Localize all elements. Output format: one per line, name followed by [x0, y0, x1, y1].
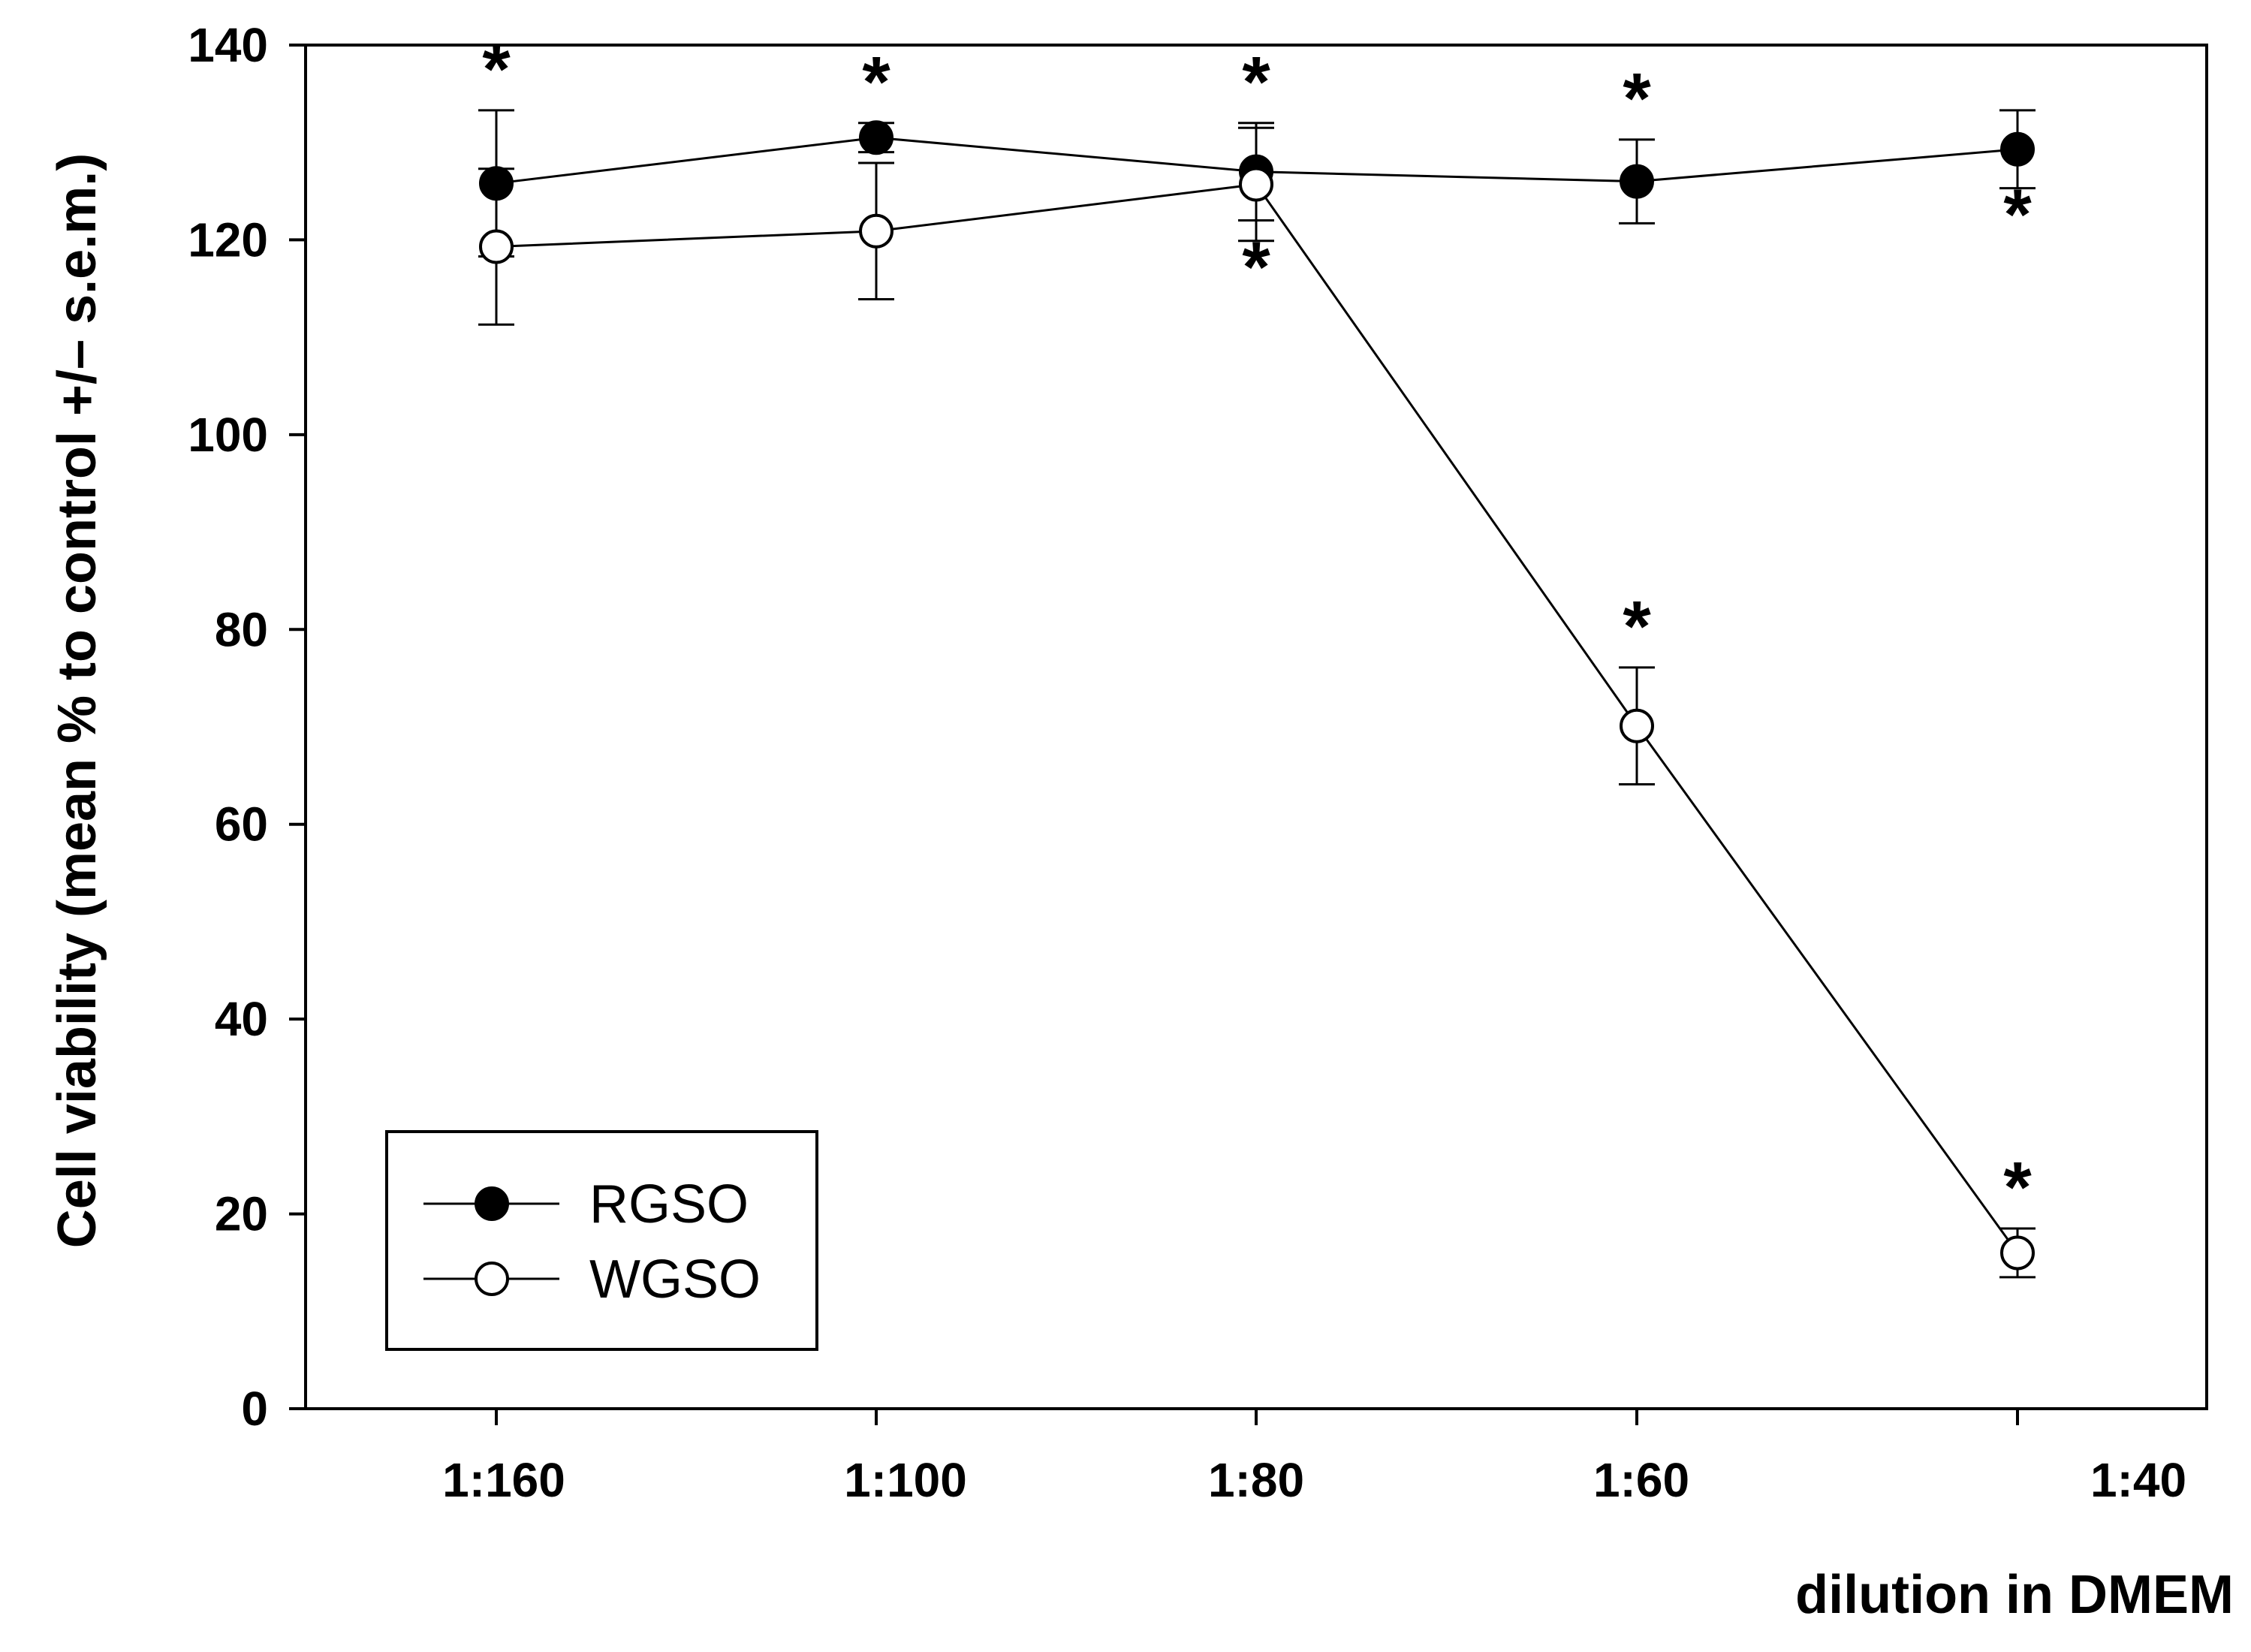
y-tick-label: 40: [215, 992, 268, 1046]
significance-marker: *: [482, 29, 511, 110]
data-point: [1620, 708, 1654, 743]
data-point: [479, 229, 514, 264]
x-tick-label: 1:100: [844, 1453, 967, 1507]
series-wgso: * * *: [478, 126, 2036, 1279]
y-tick-label: 20: [215, 1187, 268, 1241]
y-tick-label: 80: [215, 602, 268, 656]
x-axis-title: dilution in DMEM: [1795, 1565, 2234, 1625]
y-tick-label: 120: [188, 213, 268, 267]
data-point: [859, 120, 893, 155]
x-tick-label: 1:160: [442, 1453, 565, 1507]
legend-item-rgso: RGSO: [423, 1174, 749, 1234]
significance-marker: *: [2003, 175, 2032, 255]
x-tick-label: 1:60: [1593, 1453, 1689, 1507]
significance-marker: *: [1623, 586, 1651, 667]
data-point: [859, 213, 893, 249]
data-point: [1239, 167, 1273, 202]
significance-marker: *: [1623, 59, 1651, 139]
legend-label: WGSO: [589, 1250, 761, 1310]
legend-marker: [475, 1186, 509, 1221]
legend: RGSO WGSO: [385, 1130, 818, 1351]
data-point: [2000, 131, 2035, 167]
x-tick-label: 1:40: [2090, 1453, 2186, 1507]
y-tick-label: 0: [241, 1382, 268, 1436]
y-tick-label: 100: [188, 408, 268, 462]
legend-item-wgso: WGSO: [423, 1250, 761, 1310]
data-point: [2000, 1235, 2035, 1271]
y-tick-label: 140: [188, 18, 268, 72]
x-tick-label: 1:80: [1208, 1453, 1304, 1507]
legend-marker: [475, 1262, 509, 1296]
data-point: [1620, 164, 1654, 199]
y-tick-label: 60: [215, 797, 268, 852]
series-line: [496, 182, 2019, 1254]
axes: 0 20 40 60 80 100 120 140 1:160 1:100 1:80 1:60 1:40: [188, 18, 2208, 1507]
significance-marker: *: [1242, 228, 1270, 308]
significance-marker: *: [2003, 1147, 2032, 1228]
legend-label: RGSO: [589, 1174, 749, 1234]
series-layer: * * * * * * * *: [478, 29, 2036, 1279]
significance-marker: *: [1242, 42, 1270, 122]
legend-box: [385, 1130, 818, 1351]
significance-marker: *: [862, 42, 890, 122]
y-axis-title: Cell viability (mean % to control +/– s.…: [47, 153, 107, 1248]
